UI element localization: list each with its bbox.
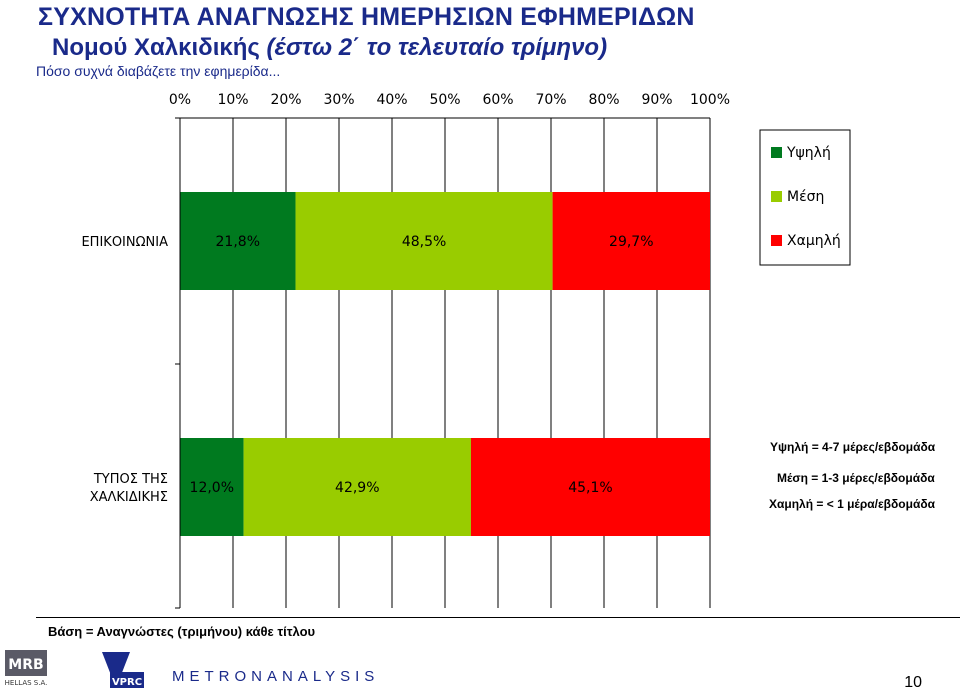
x-tick-label: 100% xyxy=(690,92,730,108)
subtitle-period: (έστω 2΄ το τελευταίο τρίμηνο) xyxy=(266,34,608,61)
x-tick-label: 0% xyxy=(169,92,191,108)
subtitle-region: Νομού Χαλκιδικής xyxy=(52,34,267,61)
legend-swatch xyxy=(771,147,782,158)
legend-label: Υψηλή xyxy=(786,145,831,161)
data-label: 29,7% xyxy=(609,234,653,250)
legend: Υψηλή Μέση Χαμηλή xyxy=(759,129,851,266)
axes: 0% 10% 20% 30% 40% 50% 60% 70% 80% 90% 100% ΕΠΙΚΟΙΝ… xyxy=(81,92,730,609)
bar-segment xyxy=(295,192,553,290)
page-number: 10 xyxy=(904,674,922,691)
page-subtitle: Νομού Χαλκιδικής (έστω 2΄ το τελευταίο τ… xyxy=(52,34,607,62)
data-label: 45,1% xyxy=(568,480,612,496)
page-title: ΣΥΧΝΟΤΗΤΑ ΑΝΑΓΝΩΣΗΣ ΗΜΕΡΗΣΙΩΝ ΕΦΗΜΕΡΙΔΩΝ xyxy=(38,3,695,31)
data-label: 48,5% xyxy=(402,234,446,250)
x-tick-label: 80% xyxy=(588,92,619,108)
y-category-label: ΤΥΠΟΣ ΤΗΣ xyxy=(93,472,168,487)
metronanalysis-logo: METRONANALYSIS xyxy=(172,668,380,685)
bars xyxy=(180,192,710,536)
x-tick-label: 40% xyxy=(376,92,407,108)
footnote-divider xyxy=(36,617,960,618)
definition-low: Χαμηλή = < 1 μέρα/εβδομάδα xyxy=(769,497,935,511)
mrb-logo-subtext: HELLAS S.A. xyxy=(5,679,47,687)
x-tick-label: 70% xyxy=(535,92,566,108)
legend-label: Μέση xyxy=(787,189,824,205)
data-labels: 21,8% 48,5% 29,7% 12,0% 42,9% 45,1% xyxy=(190,234,654,496)
legend-swatch xyxy=(771,191,782,202)
x-tick-label: 50% xyxy=(429,92,460,108)
survey-question: Πόσο συχνά διαβάζετε την εφημερίδα... xyxy=(36,63,281,79)
x-tick-label: 60% xyxy=(482,92,513,108)
stacked-bar-chart: 21,8% 48,5% 29,7% 12,0% 42,9% 45,1% 0% 10% 20% 3… xyxy=(81,92,851,609)
legend-label: Χαμηλή xyxy=(787,233,841,249)
x-tick-label: 10% xyxy=(217,92,248,108)
definition-mid: Μέση = 1-3 μέρες/εβδομάδα xyxy=(777,471,935,485)
definition-high: Υψηλή = 4-7 μέρες/εβδομάδα xyxy=(770,440,936,454)
data-label: 42,9% xyxy=(335,480,379,496)
bar-segment xyxy=(552,192,710,290)
vprc-logo-text: VPRC xyxy=(112,677,142,688)
x-tick-label: 90% xyxy=(641,92,672,108)
bar-segment xyxy=(243,438,471,536)
base-note: Βάση = Αναγνώστες (τριμήνου) κάθε τίτλου xyxy=(48,624,316,639)
legend-swatch xyxy=(771,235,782,246)
data-label: 12,0% xyxy=(190,480,234,496)
mrb-logo: MRB HELLAS S.A. xyxy=(5,650,47,688)
y-category-label: ΕΠΙΚΟΙΝΩΝΙΑ xyxy=(81,235,168,250)
x-tick-label: 30% xyxy=(323,92,354,108)
mrb-logo-text: MRB xyxy=(8,657,43,673)
data-label: 21,8% xyxy=(216,234,260,250)
x-tick-label: 20% xyxy=(270,92,301,108)
vprc-logo: VPRC xyxy=(102,652,144,688)
bar-segment xyxy=(470,438,710,536)
bar-segment xyxy=(180,192,296,290)
y-category-label: ΧΑΛΚΙΔΙΚΗΣ xyxy=(90,490,168,505)
bar-segment xyxy=(180,438,244,536)
